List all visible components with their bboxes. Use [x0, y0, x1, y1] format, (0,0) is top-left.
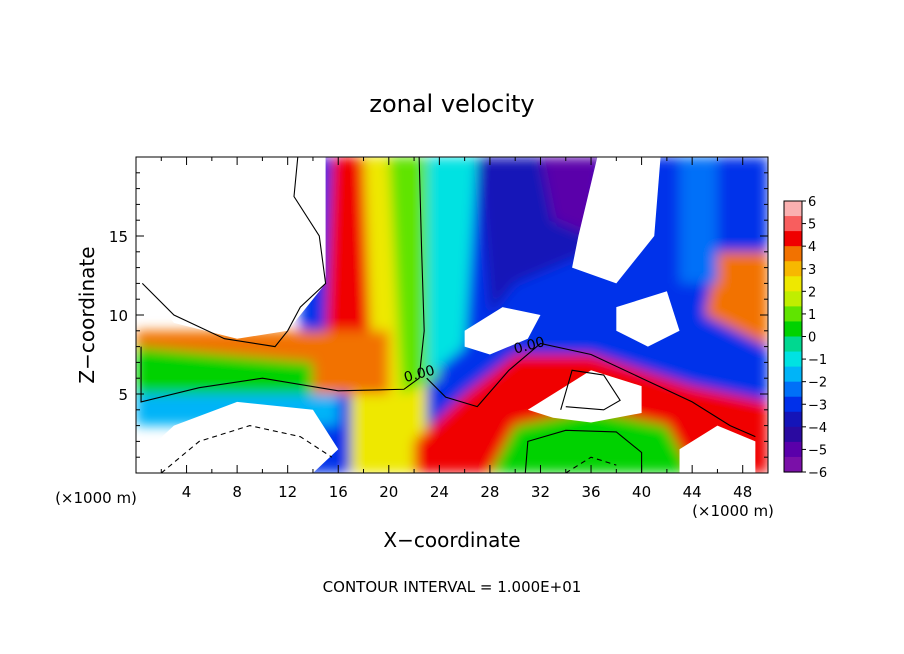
contour-inner-loop: [560, 369, 621, 411]
colorbar-swatch: [784, 216, 802, 232]
y-tick-label: 5: [118, 386, 128, 404]
colorbar-tick-label: 1: [808, 308, 816, 323]
x-unit-label-right: (×1000 m): [692, 502, 774, 520]
colorbar-swatch: [784, 246, 802, 262]
white-region-inner-ring: [527, 370, 642, 423]
white-region-upper-mid: [572, 157, 661, 284]
contour-lower-ring: [524, 429, 643, 473]
field-right-blue: [679, 157, 718, 284]
x-tick-label: 4: [182, 483, 192, 501]
contour-zero-right: [426, 342, 756, 438]
colorbar-tick-label: −1: [808, 353, 827, 368]
white-region-upper-left: [142, 157, 326, 339]
contour-dashed-center: [565, 456, 617, 473]
y-axis-ticks: 5 10 15: [109, 172, 768, 458]
y-axis-label: Z−coordinate: [75, 246, 99, 383]
colorbar-tick-label: 3: [808, 263, 816, 278]
white-region-right-blob: [616, 291, 680, 347]
white-region-lower-right: [679, 425, 756, 473]
contour-label: 0.00: [512, 334, 546, 358]
contour-upper-left: [141, 157, 327, 348]
colorbar-swatch: [784, 396, 802, 413]
x-tick-label: 44: [683, 483, 702, 501]
colorbar-labels: 6 5 4 3 2 1 0 −1 −2 −3 −4 −5 −6: [802, 195, 827, 481]
colorbar-tick-label: 4: [808, 240, 816, 255]
field-red-band: [325, 157, 370, 347]
colorbar-swatch: [784, 411, 802, 428]
colorbar-tick-label: −6: [808, 466, 827, 481]
white-region-center-bubble: [464, 307, 541, 355]
colorbar-tick-label: 6: [808, 195, 816, 210]
colorbar-swatch: [784, 426, 802, 443]
colorbar-swatch: [784, 291, 802, 307]
contour-dashed-left: [160, 425, 333, 473]
x-axis-ticks: 4 8 12 16 20 24 28 32 36 40 44 48: [160, 157, 752, 501]
colorbar-tick-label: −2: [808, 376, 827, 391]
x-tick-label: 20: [379, 483, 398, 501]
y-tick-label: 15: [109, 228, 128, 246]
colorbar-tick-label: 2: [808, 285, 816, 300]
chart-title: zonal velocity: [369, 90, 534, 118]
colorbar-swatch: [784, 351, 802, 368]
x-tick-label: 28: [480, 483, 499, 501]
plot-area: 0.00 0.00: [136, 157, 768, 473]
white-region-lower-left: [139, 401, 339, 473]
colorbar-tick-label: 0: [808, 331, 816, 346]
colorbar-swatch: [784, 321, 802, 338]
field-right-orange: [704, 251, 768, 347]
x-tick-label: 12: [278, 483, 297, 501]
x-tick-label: 48: [733, 483, 752, 501]
contour-zero-left: [140, 157, 425, 403]
colorbar-tick-label: −4: [808, 421, 827, 436]
field-cyan-band: [426, 157, 478, 379]
x-tick-label: 16: [329, 483, 348, 501]
colorbar-swatch: [784, 201, 802, 217]
y-tick-label: 10: [109, 307, 128, 325]
colorbar-swatch: [784, 231, 802, 247]
colorbar-swatch: [784, 336, 802, 353]
colorbar-tick-label: 5: [808, 218, 816, 233]
contour-interval-note: CONTOUR INTERVAL = 1.000E+01: [323, 578, 582, 596]
x-tick-label: 8: [232, 483, 242, 501]
field-green-band: [388, 157, 440, 394]
x-unit-label-left: (×1000 m): [55, 489, 137, 507]
colorbar-tick-label: −5: [808, 443, 827, 458]
colorbar-swatch: [784, 306, 802, 323]
x-tick-label: 24: [430, 483, 449, 501]
colorbar-tick-label: −3: [808, 398, 827, 413]
colorbar-swatch: [784, 381, 802, 398]
contour-label: 0.00: [402, 363, 436, 387]
x-tick-label: 40: [632, 483, 651, 501]
colorbar-swatch: [784, 276, 802, 292]
colorbar: [783, 200, 803, 473]
colorbar-swatch: [784, 366, 802, 383]
colorbar-swatch: [784, 456, 802, 473]
x-axis-label: X−coordinate: [383, 528, 520, 552]
x-tick-label: 36: [581, 483, 600, 501]
colorbar-swatch: [784, 441, 802, 458]
field-left-green: [136, 346, 313, 394]
x-tick-label: 32: [531, 483, 550, 501]
colorbar-swatch: [784, 261, 802, 277]
